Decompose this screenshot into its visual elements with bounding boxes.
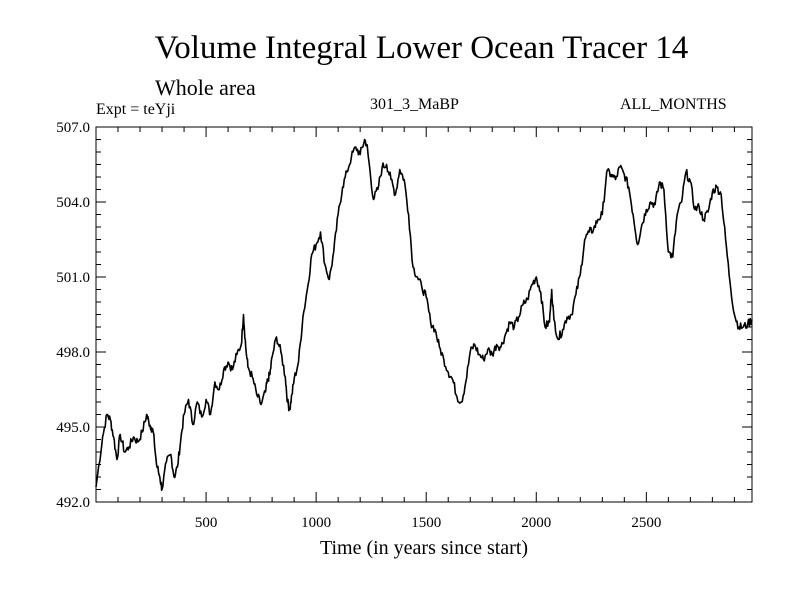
x-tick-label: 500 <box>195 515 218 531</box>
period-label: 301_3_MaBP <box>370 96 459 113</box>
y-tick-label: 498.0 <box>56 345 90 361</box>
y-tick-label: 507.0 <box>56 120 90 136</box>
y-tick-label: 492.0 <box>56 495 90 511</box>
chart-subtitle: Whole area <box>155 75 256 100</box>
series-group <box>95 138 753 491</box>
chart-title: Volume Integral Lower Ocean Tracer 14 <box>154 30 689 66</box>
x-tick-label: 1500 <box>411 515 441 531</box>
x-tick-label: 2500 <box>631 515 661 531</box>
series-line <box>95 138 753 491</box>
x-axis-label: Time (in years since start) <box>320 537 528 559</box>
axis-ticks: 500 1000 1500 2000 2500 492.0 495.0 498.0 501.0 5… <box>56 120 752 531</box>
y-tick-label: 495.0 <box>56 420 90 436</box>
x-tick-label: 2000 <box>521 515 551 531</box>
expt-label: Expt = teYji <box>96 101 176 118</box>
y-tick-label: 504.0 <box>56 195 90 211</box>
plot-frame <box>95 126 753 503</box>
months-label: ALL_MONTHS <box>620 96 727 113</box>
y-tick-label: 501.0 <box>56 270 90 286</box>
x-tick-label: 1000 <box>301 515 331 531</box>
